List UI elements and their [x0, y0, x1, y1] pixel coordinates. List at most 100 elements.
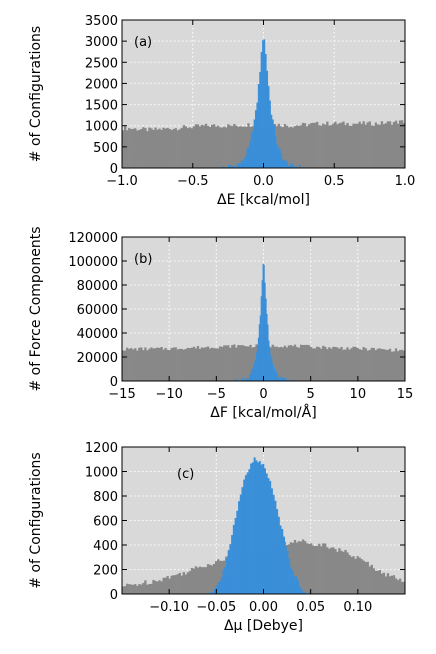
histogram-bar — [136, 130, 139, 168]
histogram-bar — [268, 340, 270, 381]
histogram-bar — [390, 124, 394, 168]
histogram-bar — [249, 141, 252, 168]
histogram-bar — [246, 148, 249, 168]
histogram-bar — [237, 344, 240, 381]
histogram-bar — [138, 347, 141, 381]
histogram-bar — [152, 579, 155, 594]
histogram-bar — [283, 377, 285, 381]
histogram-bar — [253, 119, 256, 168]
histogram-bar — [305, 543, 309, 594]
histogram-bar — [245, 155, 247, 168]
histogram-bar — [251, 368, 253, 381]
histogram-bar — [293, 166, 295, 168]
panel-b: −15 −10 −5 0 5 10 15 0 20000 40000 60000 80000 10000… — [28, 226, 413, 421]
histogram-bar — [324, 543, 327, 594]
histogram-bar — [305, 126, 309, 168]
histogram-bar — [190, 128, 194, 168]
histogram-bar — [192, 568, 196, 594]
histogram-bar — [342, 121, 345, 168]
histogram-bar — [352, 346, 355, 381]
histogram-bar — [284, 160, 287, 168]
histogram-bar — [243, 345, 246, 381]
histogram-bar — [366, 122, 369, 168]
y-tick-label: 40000 — [77, 327, 118, 342]
histogram-bar — [340, 550, 343, 594]
histogram-bar — [222, 166, 225, 168]
histogram-bar — [262, 40, 264, 169]
histogram-bar — [130, 348, 133, 381]
histogram-bar — [166, 349, 169, 381]
histogram-bar — [336, 347, 339, 381]
histogram-bar — [208, 348, 212, 381]
histogram-bar — [384, 123, 388, 168]
histogram-bar — [170, 575, 173, 594]
histogram-bar — [285, 125, 289, 168]
histogram-bar — [382, 572, 386, 594]
histogram-bar — [194, 348, 198, 381]
histogram-bar — [368, 349, 371, 381]
histogram-bar — [138, 584, 141, 594]
histogram-bar — [326, 121, 329, 168]
y-axis-label: # of Configurations — [28, 26, 44, 162]
histogram-bar — [293, 126, 297, 168]
histogram-bar — [400, 581, 404, 594]
histogram-bar — [186, 347, 190, 381]
histogram-bar — [340, 346, 343, 381]
histogram-bar — [372, 125, 375, 168]
histogram-bar — [286, 161, 288, 168]
histogram-bar — [144, 347, 147, 381]
histogram-bar — [276, 509, 279, 594]
histogram-bar — [186, 128, 190, 168]
histogram-bar — [229, 347, 232, 381]
histogram-bar — [374, 122, 377, 168]
histogram-bar — [390, 575, 394, 594]
histogram-bar — [221, 346, 224, 381]
histogram-bar — [231, 535, 234, 594]
histogram-bar — [234, 518, 237, 594]
histogram-bar — [312, 545, 315, 594]
histogram-bar — [144, 580, 147, 594]
histogram-bar — [210, 565, 214, 594]
histogram-bar — [274, 372, 277, 381]
histogram-bar — [212, 563, 216, 594]
histogram-bar — [281, 529, 284, 594]
histogram-bar — [126, 130, 129, 168]
histogram-bar — [303, 344, 307, 381]
histogram-bar — [285, 347, 289, 381]
histogram-bar — [376, 570, 380, 594]
histogram-bar — [298, 586, 301, 594]
histogram-bar — [388, 576, 392, 594]
histogram-bar — [262, 463, 265, 594]
histogram-bar — [332, 123, 335, 168]
histogram-bar — [264, 54, 267, 168]
histogram-bar — [340, 122, 343, 168]
histogram-bar — [263, 468, 267, 594]
histogram-bar — [168, 128, 171, 168]
histogram-bar — [320, 348, 323, 381]
histogram-bar — [263, 264, 265, 381]
histogram-bar — [346, 347, 349, 381]
histogram-bar — [328, 548, 331, 594]
y-tick-label: 2000 — [85, 77, 118, 92]
histogram-bar — [227, 124, 230, 168]
histogram-bar — [314, 122, 317, 168]
y-tick-label: 60000 — [77, 303, 118, 318]
histogram-bar — [257, 337, 260, 381]
x-tick-label: 0.5 — [324, 174, 345, 189]
histogram-bar — [295, 576, 298, 594]
histogram-bar — [132, 584, 135, 594]
histogram-bar — [291, 542, 295, 594]
histogram-bar — [224, 567, 227, 594]
histogram-bar — [266, 70, 269, 168]
histogram-bar — [188, 127, 192, 168]
histogram-bar — [328, 347, 331, 381]
histogram-bar — [336, 124, 339, 168]
histogram-bar — [356, 556, 359, 594]
y-tick-label: 200 — [93, 564, 118, 579]
histogram-bar — [338, 123, 341, 168]
histogram-bar — [324, 346, 327, 381]
histogram-bar — [277, 516, 280, 594]
histogram-bar — [241, 487, 244, 594]
histogram-bar — [342, 349, 345, 381]
histogram-bar — [180, 348, 183, 381]
